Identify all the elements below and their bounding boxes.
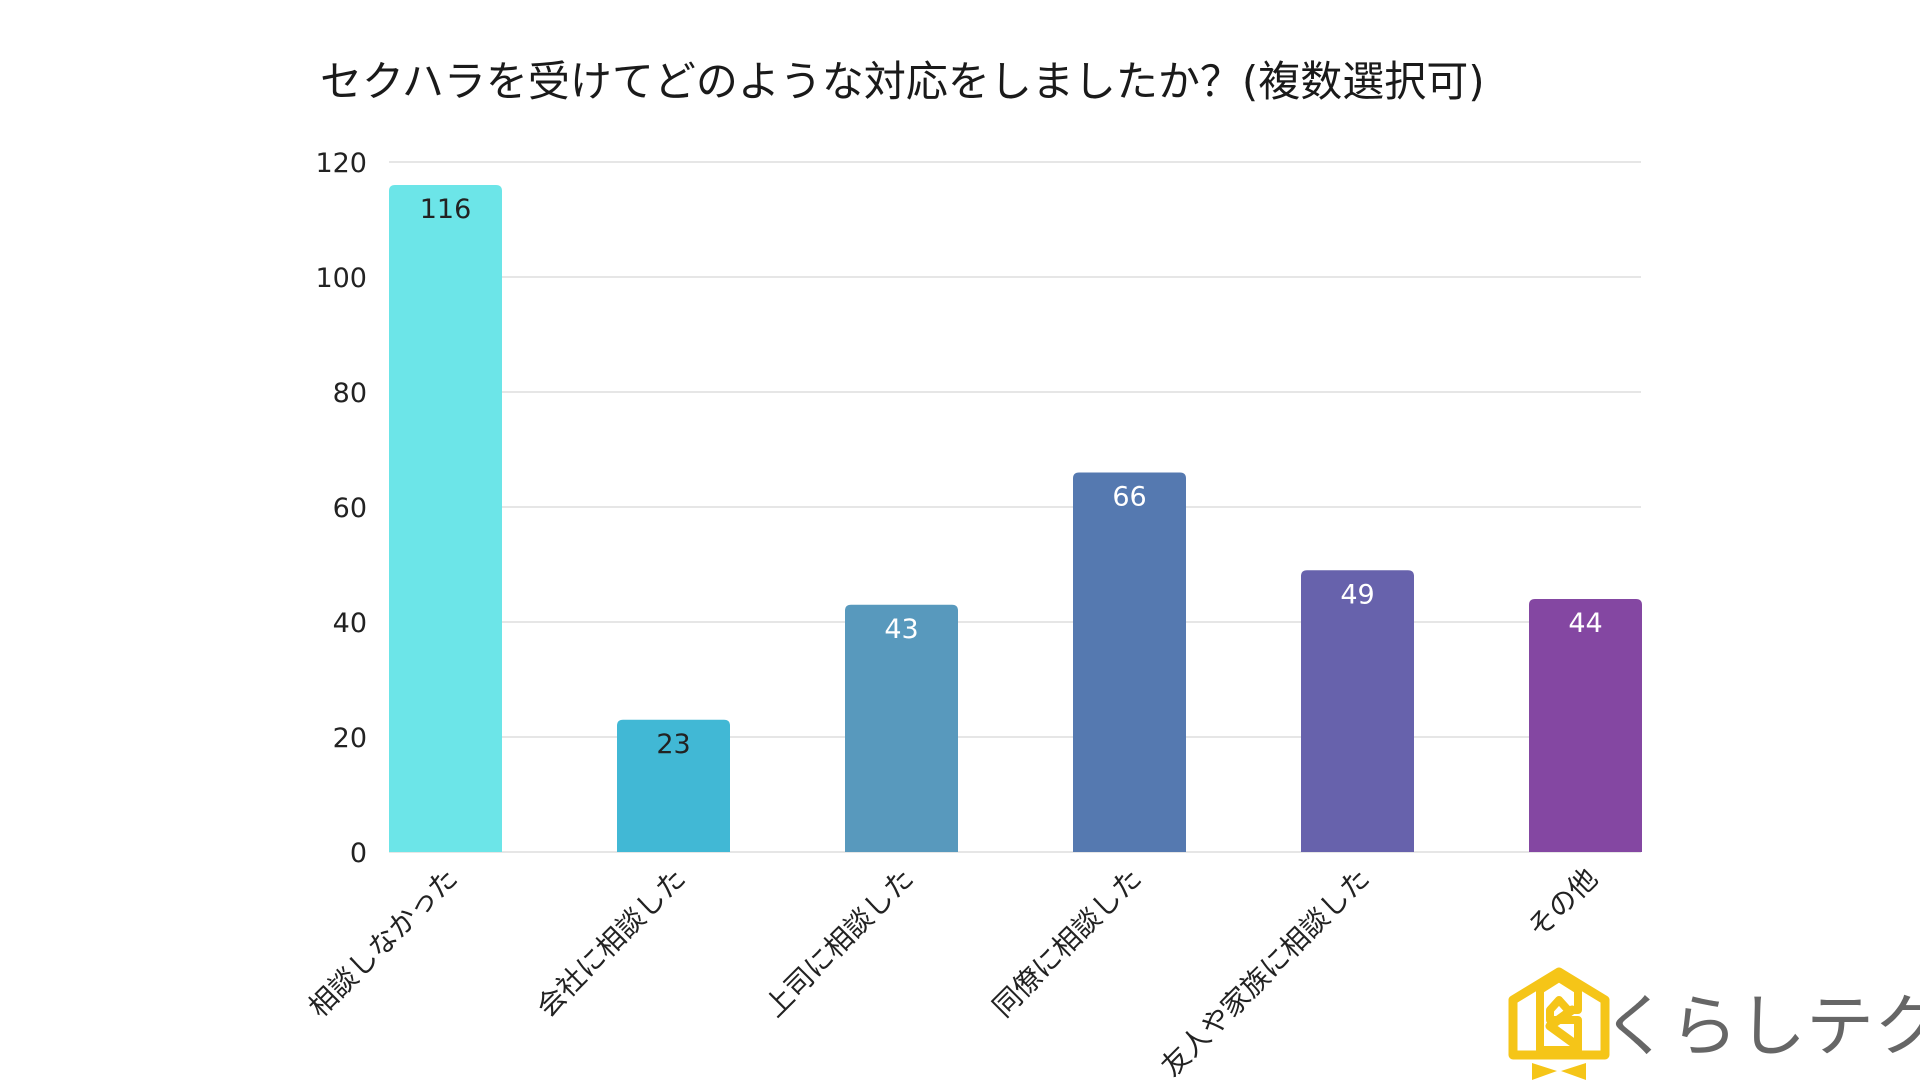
brand-logo: くらしテク xyxy=(1508,967,1920,1080)
y-tick-label: 60 xyxy=(333,493,367,524)
bar-value-label: 23 xyxy=(656,729,690,760)
y-tick-label: 100 xyxy=(315,263,367,294)
bars xyxy=(389,185,1642,852)
x-category-label: その他 xyxy=(1521,862,1604,945)
bar-value-label: 116 xyxy=(420,194,472,225)
value-labels: 116 23 43 66 49 44 xyxy=(420,194,1603,760)
x-axis-categories: 相談しなかった 会社に相談した 上司に相談した 同僚に相談した 友人や家族に相談した その… xyxy=(302,862,1604,1080)
bar-value-label: 66 xyxy=(1112,482,1146,513)
bar-value-label: 49 xyxy=(1340,579,1374,610)
bar xyxy=(389,185,502,852)
chart-title: セクハラを受けてどのような対応をしましたか？(複数選択可) xyxy=(320,57,1485,106)
y-axis-ticks: 0 20 40 60 80 100 120 xyxy=(315,148,367,869)
y-tick-label: 40 xyxy=(333,608,367,639)
brand-logo-text: くらしテク xyxy=(1602,988,1920,1067)
x-category-label: 相談しなかった xyxy=(302,862,464,1024)
y-tick-label: 120 xyxy=(315,148,367,179)
y-tick-label: 20 xyxy=(333,723,367,754)
bar xyxy=(1529,599,1642,852)
x-category-label: 友人や家族に相談した xyxy=(1155,862,1376,1080)
x-category-label: 会社に相談した xyxy=(530,862,692,1024)
bar-value-label: 44 xyxy=(1568,608,1602,639)
bar xyxy=(845,604,958,852)
x-category-label: 上司に相談した xyxy=(758,862,920,1024)
bar xyxy=(1301,570,1414,852)
y-tick-label: 80 xyxy=(333,378,367,409)
bar xyxy=(1073,472,1186,852)
y-tick-label: 0 xyxy=(350,838,367,869)
bar-value-label: 43 xyxy=(884,614,918,645)
grid-lines xyxy=(389,161,1641,853)
bar xyxy=(617,719,730,852)
x-category-label: 同僚に相談した xyxy=(986,862,1148,1024)
house-k-icon xyxy=(1508,967,1610,1080)
